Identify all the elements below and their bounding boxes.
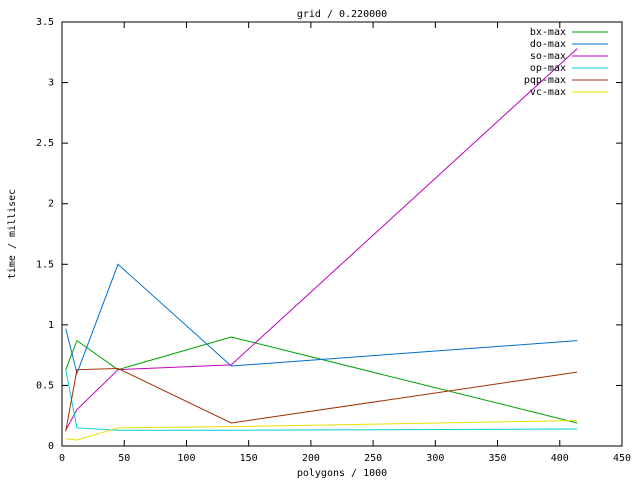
legend-label: pqp-max [524,75,566,86]
y-axis-label: time / millisec [7,189,18,279]
x-tick-label: 400 [551,453,569,464]
x-tick-label: 100 [177,453,195,464]
series-line [65,263,578,375]
x-axis-label: polygons / 1000 [297,468,387,479]
y-tick-label: 1.5 [36,259,54,270]
legend-label: vc-max [530,87,566,98]
legend-label: op-max [530,63,566,74]
y-tick-label: 2 [48,199,54,210]
y-tick-label: 0.5 [36,380,54,391]
series-line [65,420,578,441]
series-line [65,367,578,432]
plot-frame [61,21,623,447]
y-tick-label: 1 [48,320,54,331]
legend-label: do-max [530,39,566,50]
x-tick-label: 200 [302,453,320,464]
series-line [65,369,578,431]
x-tick-label: 0 [59,453,65,464]
x-tick-label: 350 [489,453,507,464]
legend-label: so-max [530,51,566,62]
legend-label: bx-max [530,27,566,38]
y-tick-label: 2.5 [36,138,54,149]
x-tick-label: 450 [613,453,631,464]
y-tick-label: 3 [48,78,54,89]
x-tick-label: 300 [426,453,444,464]
y-tick-label: 3.5 [36,17,54,28]
y-tick-label: 0 [48,441,54,452]
x-tick-label: 250 [364,453,382,464]
series-line [65,48,578,431]
x-tick-label: 150 [240,453,258,464]
chart-title: grid / 0.220000 [297,9,387,20]
x-tick-label: 50 [118,453,130,464]
